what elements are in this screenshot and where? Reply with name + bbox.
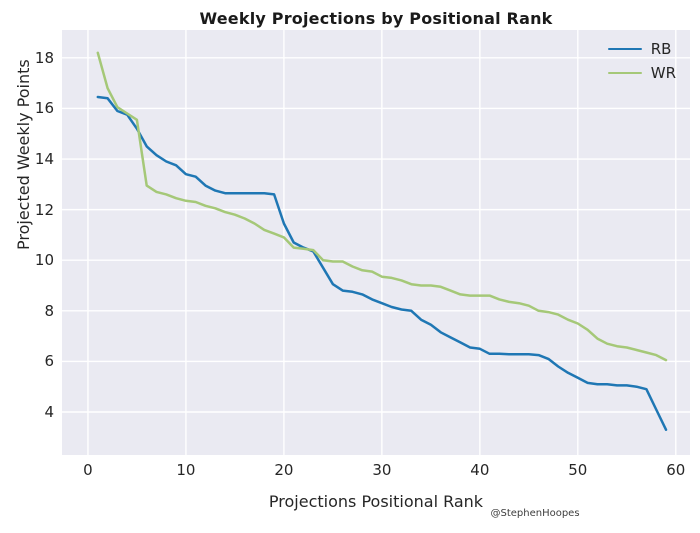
rb-line-swatch: [607, 47, 642, 51]
x-tick-label: 50: [568, 461, 588, 479]
wr-line-swatch: [607, 71, 642, 75]
y-tick-label: 8: [44, 301, 54, 320]
legend-label-wr: WR: [650, 64, 676, 82]
x-tick-label: 60: [666, 461, 686, 479]
x-axis-label: Projections Positional Rank: [268, 492, 484, 511]
x-tick-label: 0: [83, 461, 93, 479]
y-tick-label: 18: [34, 48, 54, 67]
legend-item-wr: WR: [607, 61, 676, 85]
x-tick-label: 20: [274, 461, 294, 479]
wr-series-line: [96, 51, 668, 362]
chart-title: Weekly Projections by Positional Rank: [199, 9, 553, 28]
chart-canvas: [62, 30, 690, 455]
watermark: @StephenHoopes: [490, 508, 580, 519]
rb-series-line: [96, 95, 668, 431]
y-tick-label: 14: [34, 150, 54, 169]
y-tick-label: 16: [34, 99, 54, 118]
y-tick-label: 4: [44, 402, 54, 421]
y-tick-label: 12: [34, 200, 54, 219]
x-tick-label: 10: [176, 461, 196, 479]
y-tick-label: 6: [44, 352, 54, 371]
y-axis-label: Projected Weekly Points: [14, 59, 33, 250]
legend: RB WR: [607, 37, 676, 85]
plot-area: RB WR: [62, 30, 690, 455]
y-tick-label: 10: [34, 251, 54, 270]
legend-label-rb: RB: [650, 40, 672, 58]
x-tick-label: 40: [470, 461, 490, 479]
x-tick-label: 30: [372, 461, 392, 479]
legend-item-rb: RB: [607, 37, 676, 61]
